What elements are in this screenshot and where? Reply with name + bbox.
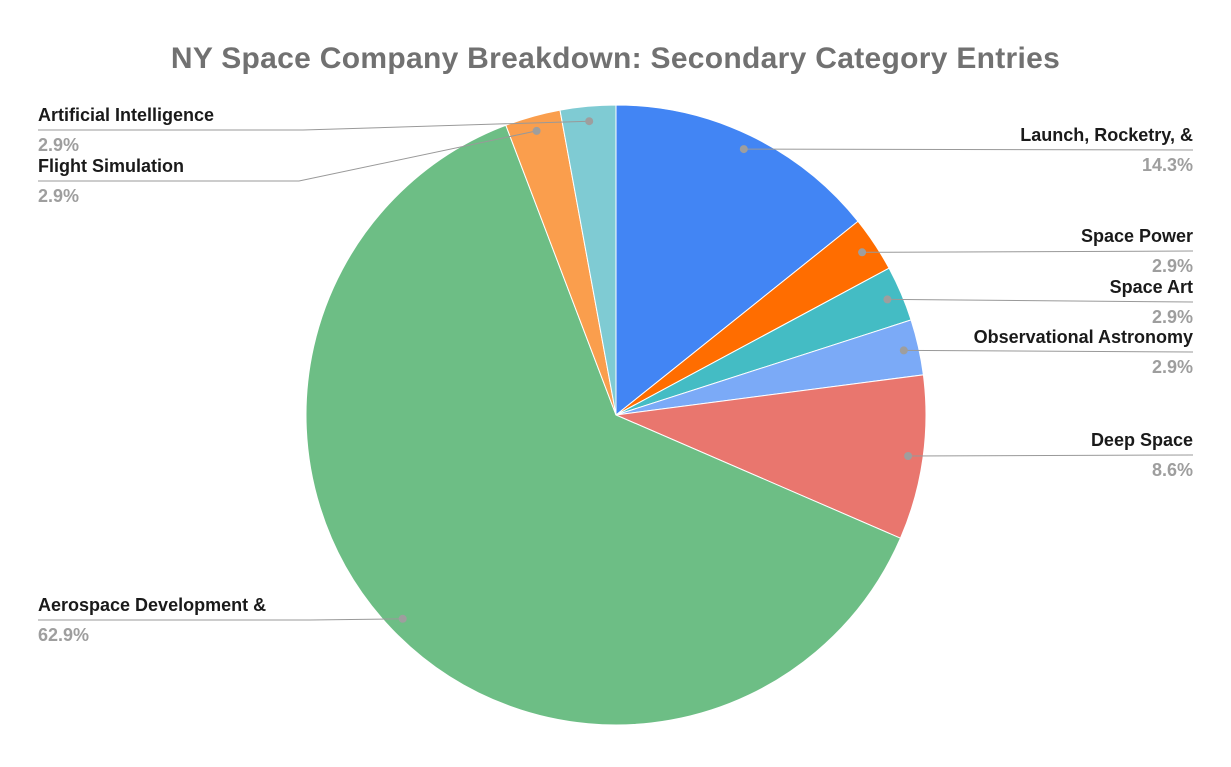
leader-dot-artificial-intelligence — [585, 117, 594, 126]
leader-line-observational-astronomy — [903, 349, 1194, 353]
slice-label-observational-astronomy: Observational Astronomy — [973, 327, 1193, 348]
pie-slice-artificial-intelligence — [559, 104, 617, 416]
leader-line-flight-simulation — [38, 130, 537, 182]
leader-line-space-power — [862, 250, 1194, 253]
slice-percent-space-power: 2.9% — [1151, 256, 1193, 276]
slice-label-flight-simulation: Flight Simulation — [38, 156, 184, 177]
slice-label-aerospace-development: Aerospace Development & — [38, 595, 267, 616]
leader-dot-deep-space — [904, 452, 913, 460]
leader-line-artificial-intelligence — [38, 120, 590, 131]
leader-line-space-art — [887, 298, 1194, 303]
leader-line-deep-space — [908, 454, 1194, 457]
leader-dot-flight-simulation — [532, 126, 541, 135]
slice-percent-aerospace-development: 62.9% — [38, 625, 90, 645]
leader-dot-space-power — [858, 248, 867, 257]
slice-percent-observational-astronomy: 2.9% — [1151, 357, 1193, 377]
slice-label-deep-space: Deep Space — [1090, 430, 1193, 451]
slice-percent-artificial-intelligence: 2.9% — [38, 135, 80, 155]
leader-dot-observational-astronomy — [899, 346, 908, 355]
leader-dot-aerospace-development — [398, 614, 407, 623]
slice-percent-deep-space: 8.6% — [1151, 460, 1193, 480]
slice-label-space-power: Space Power — [1080, 226, 1193, 247]
pie-slice-deep-space — [614, 374, 927, 539]
slice-percent-launch-rocketry: 14.3% — [1141, 155, 1193, 175]
slice-label-space-art: Space Art — [1109, 277, 1193, 298]
leader-dot-space-art — [883, 295, 892, 304]
slice-percent-flight-simulation: 2.9% — [38, 186, 80, 206]
leader-dot-launch-rocketry — [739, 145, 748, 154]
chart-title: NY Space Company Breakdown: Secondary Ca… — [170, 42, 1061, 75]
pie-slice-aerospace-development — [305, 124, 902, 726]
pie-slice-launch-rocketry — [615, 104, 859, 417]
leader-line-aerospace-development — [38, 618, 403, 621]
slice-label-artificial-intelligence: Artificial Intelligence — [38, 105, 215, 126]
slice-percent-space-art: 2.9% — [1151, 307, 1193, 327]
leader-line-launch-rocketry — [743, 148, 1194, 151]
slice-label-launch-rocketry: Launch, Rocketry, & — [1020, 125, 1193, 146]
